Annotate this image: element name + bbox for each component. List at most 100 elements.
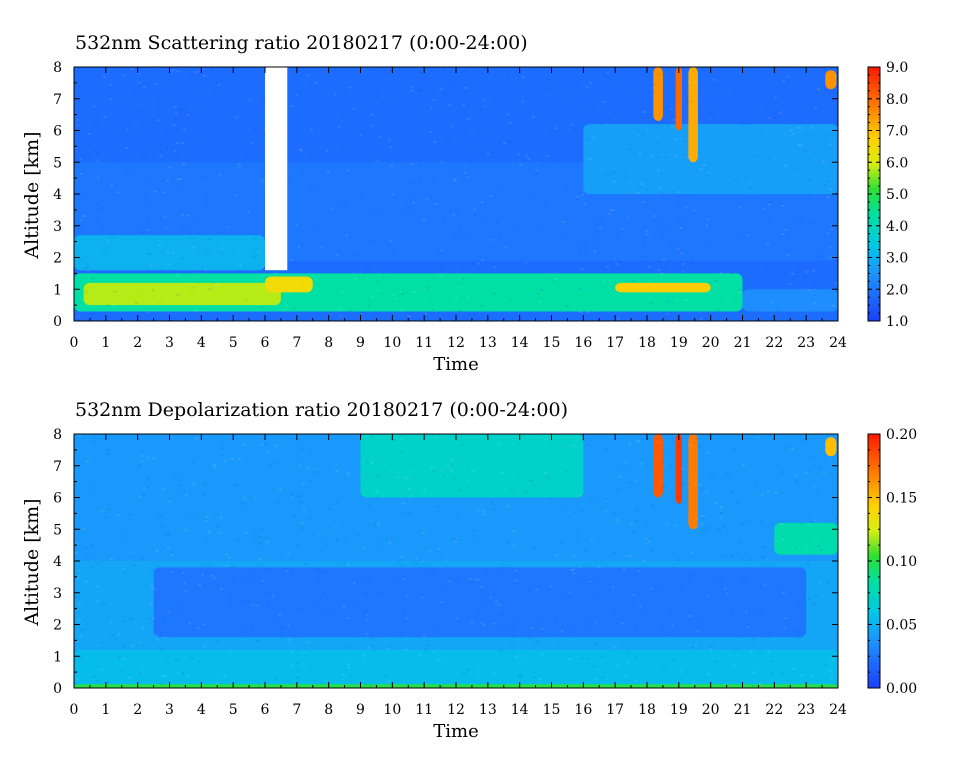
heatmap-noise xyxy=(517,675,521,678)
heatmap-noise xyxy=(462,231,466,234)
heatmap-noise xyxy=(615,623,619,626)
heatmap-noise xyxy=(370,645,374,648)
heatmap-noise xyxy=(400,564,404,567)
heatmap-noise xyxy=(181,671,185,674)
heatmap-noise xyxy=(704,317,708,320)
heatmap-noise xyxy=(76,315,80,318)
heatmap-noise xyxy=(296,544,300,547)
heatmap-noise xyxy=(738,291,742,294)
heatmap-noise xyxy=(432,98,436,101)
heatmap-noise xyxy=(523,84,527,87)
heatmap-noise xyxy=(685,101,689,104)
heatmap-noise xyxy=(566,509,570,512)
heatmap-noise xyxy=(290,104,294,107)
heatmap-noise xyxy=(476,509,480,512)
heatmap-noise xyxy=(221,446,225,449)
heatmap-noise xyxy=(516,474,520,477)
heatmap-noise xyxy=(793,547,797,550)
heatmap-noise xyxy=(692,682,696,685)
heatmap-noise xyxy=(285,570,289,573)
heatmap-noise xyxy=(524,261,528,264)
heatmap-noise xyxy=(789,129,793,132)
heatmap-noise xyxy=(247,210,251,213)
heatmap-noise xyxy=(348,310,352,313)
heatmap-noise xyxy=(133,564,137,567)
x-tick-label: 24 xyxy=(829,335,847,351)
heatmap-noise xyxy=(546,155,550,158)
heatmap-noise xyxy=(490,501,494,504)
heatmap-noise xyxy=(605,265,609,268)
heatmap-noise xyxy=(484,222,488,225)
heatmap-noise xyxy=(779,522,783,525)
heatmap-noise xyxy=(261,579,265,582)
heatmap-noise xyxy=(836,122,838,125)
heatmap-noise xyxy=(680,588,684,591)
heatmap-noise xyxy=(345,234,349,237)
heatmap-noise xyxy=(309,83,313,86)
scattering-y-ticks: 0 1 2 3 4 5 6 7 8 xyxy=(53,60,838,330)
heatmap-noise xyxy=(826,196,830,199)
heatmap-noise xyxy=(335,253,339,256)
heatmap-noise xyxy=(517,442,521,445)
heatmap-noise xyxy=(640,438,644,441)
heatmap-noise xyxy=(458,310,462,313)
heatmap-noise xyxy=(352,582,356,585)
heatmap-noise xyxy=(696,629,700,632)
heatmap-noise xyxy=(290,650,294,653)
heatmap-noise xyxy=(92,149,96,152)
heatmap-noise xyxy=(492,622,496,625)
heatmap-noise xyxy=(106,240,110,243)
heatmap-noise xyxy=(510,646,514,649)
x-tick-label: 0 xyxy=(70,702,79,718)
heatmap-noise xyxy=(827,180,831,183)
heatmap-noise xyxy=(148,617,152,620)
heatmap-noise xyxy=(541,653,545,656)
heatmap-noise xyxy=(486,152,490,155)
heatmap-noise xyxy=(618,261,622,264)
heatmap-noise xyxy=(405,595,409,598)
heatmap-noise xyxy=(642,110,646,113)
heatmap-noise xyxy=(565,305,569,308)
y-tick-label: 2 xyxy=(53,618,62,634)
heatmap-noise xyxy=(272,615,276,618)
heatmap-noise xyxy=(293,307,297,310)
heatmap-noise xyxy=(759,520,763,523)
heatmap-noise xyxy=(650,73,654,76)
colorbar-tick-label: 7.0 xyxy=(886,124,908,140)
x-tick-label: 0 xyxy=(70,335,79,351)
heatmap-noise xyxy=(652,83,656,86)
heatmap-noise xyxy=(667,300,671,303)
heatmap-noise xyxy=(195,300,199,303)
heatmap-noise xyxy=(128,676,132,679)
heatmap-noise xyxy=(799,144,803,147)
heatmap-noise xyxy=(76,118,80,121)
heatmap-noise xyxy=(296,676,300,679)
heatmap-noise xyxy=(455,511,459,514)
heatmap-noise xyxy=(583,203,587,206)
heatmap-noise xyxy=(154,83,158,86)
heatmap-noise xyxy=(684,205,688,208)
heatmap-noise xyxy=(476,611,480,614)
heatmap-noise xyxy=(106,452,110,455)
heatmap-noise xyxy=(266,451,270,454)
heatmap-noise xyxy=(131,644,135,647)
heatmap-noise xyxy=(600,655,604,658)
heatmap-region xyxy=(675,67,683,131)
heatmap-noise xyxy=(142,156,146,159)
heatmap-noise xyxy=(198,91,202,94)
heatmap-noise xyxy=(613,646,617,649)
heatmap-noise xyxy=(758,682,762,685)
heatmap-noise xyxy=(519,674,523,677)
heatmap-noise xyxy=(580,510,584,513)
heatmap-noise xyxy=(762,207,766,210)
heatmap-noise xyxy=(192,460,196,463)
heatmap-noise xyxy=(163,619,167,622)
heatmap-noise xyxy=(734,648,738,651)
heatmap-noise xyxy=(784,164,788,167)
heatmap-noise xyxy=(327,171,331,174)
x-tick-label: 7 xyxy=(292,702,301,718)
heatmap-noise xyxy=(241,577,245,580)
heatmap-noise xyxy=(151,288,155,291)
heatmap-noise xyxy=(695,437,699,440)
x-tick-label: 3 xyxy=(165,702,174,718)
